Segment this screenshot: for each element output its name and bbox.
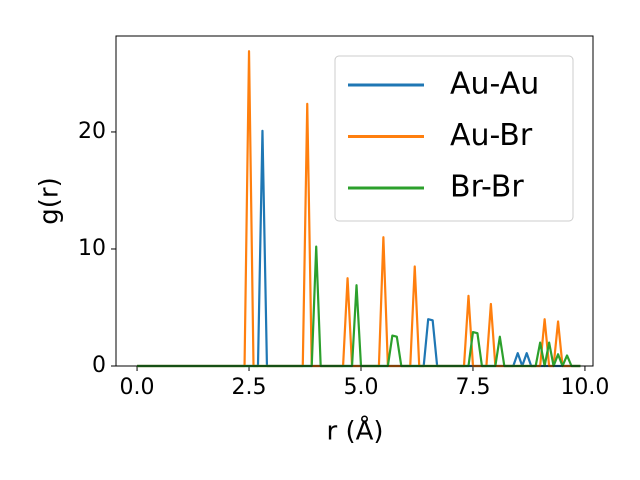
legend-label: Au-Br: [450, 118, 533, 153]
x-tick-label: 2.5: [232, 375, 267, 400]
y-tick-label: 10: [78, 236, 106, 261]
legend: Au-Au Au-Br Br-Br: [334, 55, 574, 222]
y-axis-label: g(r): [35, 177, 65, 224]
y-tick-label: 20: [78, 119, 106, 144]
y-tick-label: 0: [92, 353, 106, 378]
data-line: [137, 245, 581, 368]
axes-frame: [115, 35, 594, 367]
x-axis-label: r (Å): [326, 415, 383, 447]
x-tick-label: 10.0: [560, 375, 609, 400]
x-tick-label: 7.5: [455, 375, 490, 400]
legend-box: [334, 55, 574, 222]
legend-label: Au-Au: [450, 67, 539, 102]
x-tick-label: 0.0: [120, 375, 155, 400]
legend-label: Br-Br: [450, 170, 524, 205]
x-tick-label: 5.0: [343, 375, 378, 400]
